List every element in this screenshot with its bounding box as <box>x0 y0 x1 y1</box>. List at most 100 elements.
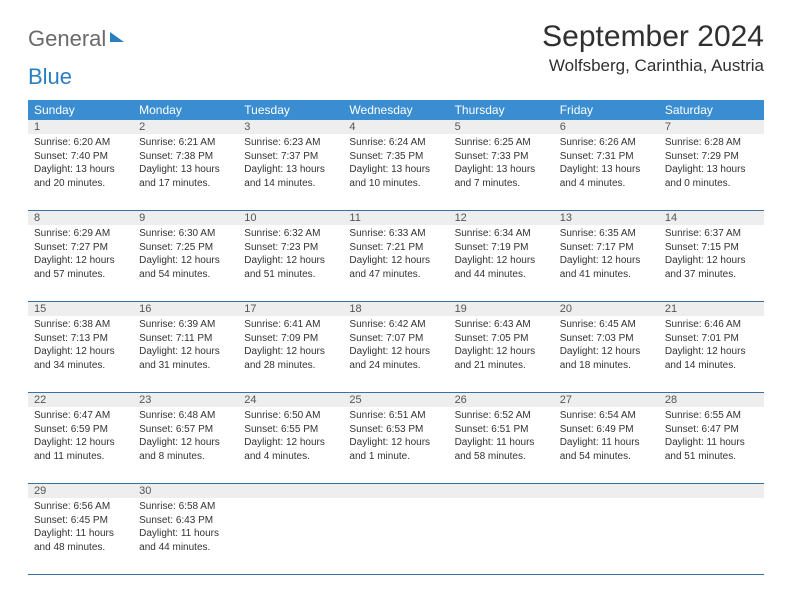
day-d1: Daylight: 12 hours <box>349 436 442 450</box>
day-number: 23 <box>133 393 238 407</box>
day-ss: Sunset: 7:17 PM <box>560 241 653 255</box>
week-row: Sunrise: 6:29 AMSunset: 7:27 PM Daylight:… <box>28 225 764 302</box>
day-ss: Sunset: 6:53 PM <box>349 423 442 437</box>
day-number: 19 <box>449 302 554 316</box>
day-d1: Daylight: 13 hours <box>139 163 232 177</box>
day-d2: and 41 minutes. <box>560 268 653 282</box>
day-ss: Sunset: 7:05 PM <box>455 332 548 346</box>
day-ss: Sunset: 7:27 PM <box>34 241 127 255</box>
day-sr: Sunrise: 6:20 AM <box>34 136 127 150</box>
day-d2: and 28 minutes. <box>244 359 337 373</box>
day-ss: Sunset: 7:07 PM <box>349 332 442 346</box>
day-d1: Daylight: 13 hours <box>455 163 548 177</box>
day-cell: Sunrise: 6:41 AMSunset: 7:09 PMDaylight:… <box>238 316 343 392</box>
week-row: Sunrise: 6:47 AMSunset: 6:59 PMDaylight:… <box>28 407 764 484</box>
day-number: 10 <box>238 211 343 225</box>
day-d2: and 34 minutes. <box>34 359 127 373</box>
day-sr: Sunrise: 6:34 AM <box>455 227 548 241</box>
day-cell <box>659 498 764 574</box>
day-cell: Sunrise: 6:43 AMSunset: 7:05 PMDaylight:… <box>449 316 554 392</box>
day-d1: Daylight: 13 hours <box>665 163 758 177</box>
week-row: Sunrise: 6:56 AMSunset: 6:45 PMDaylight:… <box>28 498 764 575</box>
day-sr: Sunrise: 6:28 AM <box>665 136 758 150</box>
day-d1: Daylight: 12 hours <box>455 345 548 359</box>
day-d1: Daylight: 12 hours <box>34 436 127 450</box>
day-cell: Sunrise: 6:45 AMSunset: 7:03 PMDaylight:… <box>554 316 659 392</box>
day-cell <box>343 498 448 574</box>
day-d1: Daylight: 11 hours <box>34 527 127 541</box>
day-cell: Sunrise: 6:25 AMSunset: 7:33 PMDaylight:… <box>449 134 554 210</box>
day-d1: Daylight: 13 hours <box>349 163 442 177</box>
day-d1: Daylight: 12 hours <box>244 254 337 268</box>
day-d2: and 48 minutes. <box>34 541 127 555</box>
day-number: 7 <box>659 120 764 134</box>
day-cell <box>449 498 554 574</box>
day-number: 28 <box>659 393 764 407</box>
dow-sat: Saturday <box>659 100 764 120</box>
day-cell: Sunrise: 6:29 AMSunset: 7:27 PMDaylight:… <box>28 225 133 301</box>
day-d1: Daylight: 12 hours <box>244 345 337 359</box>
day-ss: Sunset: 7:19 PM <box>455 241 548 255</box>
dow-wed: Wednesday <box>343 100 448 120</box>
day-d2: and 47 minutes. <box>349 268 442 282</box>
day-cell: Sunrise: 6:21 AMSunset: 7:38 PMDaylight:… <box>133 134 238 210</box>
day-number: 20 <box>554 302 659 316</box>
day-ss: Sunset: 7:29 PM <box>665 150 758 164</box>
day-d2: and 58 minutes. <box>455 450 548 464</box>
day-cell: Sunrise: 6:23 AMSunset: 7:37 PMDaylight:… <box>238 134 343 210</box>
day-ss: Sunset: 7:23 PM <box>244 241 337 255</box>
day-cell: Sunrise: 6:55 AMSunset: 6:47 PMDaylight:… <box>659 407 764 483</box>
logo-text-2: Blue <box>28 64 72 90</box>
day-ss: Sunset: 7:21 PM <box>349 241 442 255</box>
day-cell: Sunrise: 6:34 AMSunset: 7:19 PMDaylight:… <box>449 225 554 301</box>
day-cell: Sunrise: 6:47 AMSunset: 6:59 PMDaylight:… <box>28 407 133 483</box>
day-sr: Sunrise: 6:52 AM <box>455 409 548 423</box>
day-d1: Daylight: 11 hours <box>139 527 232 541</box>
day-cell: Sunrise: 6:56 AMSunset: 6:45 PMDaylight:… <box>28 498 133 574</box>
day-number: 27 <box>554 393 659 407</box>
day-sr: Sunrise: 6:29 AM <box>34 227 127 241</box>
day-d1: Daylight: 12 hours <box>34 345 127 359</box>
day-sr: Sunrise: 6:38 AM <box>34 318 127 332</box>
day-cell: Sunrise: 6:20 AMSunset: 7:40 PMDaylight:… <box>28 134 133 210</box>
day-sr: Sunrise: 6:37 AM <box>665 227 758 241</box>
day-sr: Sunrise: 6:54 AM <box>560 409 653 423</box>
day-cell: Sunrise: 6:54 AMSunset: 6:49 PMDaylight:… <box>554 407 659 483</box>
dow-mon: Monday <box>133 100 238 120</box>
day-number: 26 <box>449 393 554 407</box>
day-cell: Sunrise: 6:26 AMSunset: 7:31 PMDaylight:… <box>554 134 659 210</box>
day-sr: Sunrise: 6:55 AM <box>665 409 758 423</box>
day-cell: Sunrise: 6:50 AMSunset: 6:55 PMDaylight:… <box>238 407 343 483</box>
day-ss: Sunset: 7:33 PM <box>455 150 548 164</box>
day-ss: Sunset: 6:47 PM <box>665 423 758 437</box>
day-number: 21 <box>659 302 764 316</box>
day-cell: Sunrise: 6:48 AMSunset: 6:57 PMDaylight:… <box>133 407 238 483</box>
day-d2: and 44 minutes. <box>139 541 232 555</box>
day-number: 12 <box>449 211 554 225</box>
day-d2: and 18 minutes. <box>560 359 653 373</box>
day-number: 24 <box>238 393 343 407</box>
day-sr: Sunrise: 6:33 AM <box>349 227 442 241</box>
daynum-row: 1234567 <box>28 120 764 134</box>
day-d2: and 10 minutes. <box>349 177 442 191</box>
day-number: 29 <box>28 484 133 498</box>
day-d2: and 51 minutes. <box>665 450 758 464</box>
day-d1: Daylight: 13 hours <box>244 163 337 177</box>
day-number: 13 <box>554 211 659 225</box>
day-ss: Sunset: 6:45 PM <box>34 514 127 528</box>
daynum-row: 15161718192021 <box>28 302 764 316</box>
day-d2: and 57 minutes. <box>34 268 127 282</box>
day-ss: Sunset: 6:43 PM <box>139 514 232 528</box>
day-number: 5 <box>449 120 554 134</box>
daynum-row: 2930 <box>28 484 764 498</box>
day-cell: Sunrise: 6:52 AMSunset: 6:51 PMDaylight:… <box>449 407 554 483</box>
day-number <box>238 484 343 498</box>
day-d2: and 37 minutes. <box>665 268 758 282</box>
day-number: 22 <box>28 393 133 407</box>
day-d1: Daylight: 12 hours <box>560 345 653 359</box>
day-ss: Sunset: 7:11 PM <box>139 332 232 346</box>
day-ss: Sunset: 7:38 PM <box>139 150 232 164</box>
day-number: 15 <box>28 302 133 316</box>
day-sr: Sunrise: 6:25 AM <box>455 136 548 150</box>
day-cell: Sunrise: 6:38 AMSunset: 7:13 PMDaylight:… <box>28 316 133 392</box>
